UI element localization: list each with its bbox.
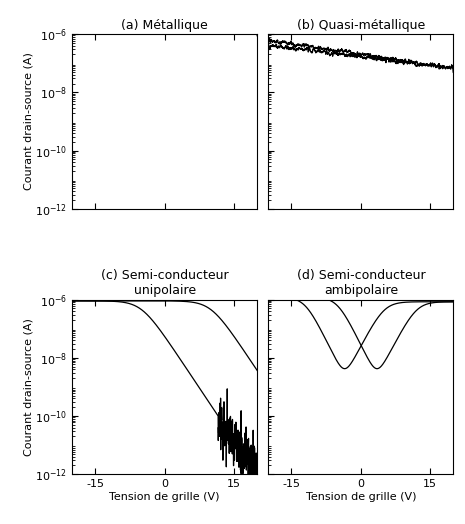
X-axis label: Tension de grille (V): Tension de grille (V) [306, 492, 416, 502]
X-axis label: Tension de grille (V): Tension de grille (V) [109, 492, 220, 502]
Y-axis label: Courant drain-source (A): Courant drain-source (A) [24, 318, 33, 456]
Title: (d) Semi-conducteur
ambipolaire: (d) Semi-conducteur ambipolaire [297, 269, 425, 297]
Title: (a) Métallique: (a) Métallique [121, 18, 208, 31]
Y-axis label: Courant drain-source (A): Courant drain-source (A) [24, 52, 33, 190]
Title: (b) Quasi-métallique: (b) Quasi-métallique [297, 18, 425, 31]
Title: (c) Semi-conducteur
unipolaire: (c) Semi-conducteur unipolaire [101, 269, 228, 297]
